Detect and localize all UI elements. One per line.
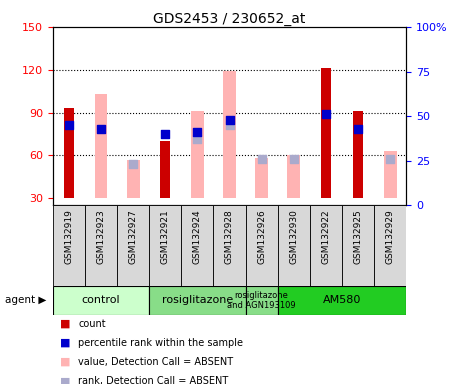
Bar [149,205,181,286]
Bar [223,71,236,198]
Text: GSM132926: GSM132926 [257,210,266,264]
Text: ■: ■ [60,376,70,384]
Bar [127,160,140,198]
Bar [255,158,268,198]
Point [386,156,394,162]
Text: GSM132921: GSM132921 [161,210,170,264]
Point [194,136,201,142]
Text: percentile rank within the sample: percentile rank within the sample [78,338,243,348]
Point [226,122,233,128]
Bar [53,205,85,286]
Bar [64,108,73,198]
Text: GSM132923: GSM132923 [96,210,106,264]
Bar [342,205,374,286]
Bar [246,205,278,286]
Bar [95,94,107,198]
Bar [310,205,342,286]
Bar [191,111,204,198]
Text: GSM132927: GSM132927 [129,210,138,264]
Text: count: count [78,319,106,329]
Text: rosiglitazone: rosiglitazone [162,295,233,306]
Text: GSM132919: GSM132919 [64,210,73,264]
Point [129,161,137,167]
Text: GSM132924: GSM132924 [193,210,202,264]
Bar [149,286,246,315]
Point [354,126,362,132]
Bar [374,205,406,286]
Point [65,122,73,128]
Bar [278,286,406,315]
Text: agent ▶: agent ▶ [5,295,46,306]
Text: rank, Detection Call = ABSENT: rank, Detection Call = ABSENT [78,376,228,384]
Text: control: control [82,295,120,306]
Text: GSM132925: GSM132925 [353,210,363,264]
Text: rosiglitazone
and AGN193109: rosiglitazone and AGN193109 [227,291,296,310]
Point [322,111,330,118]
Text: GSM132929: GSM132929 [386,210,395,264]
Bar [181,205,213,286]
Text: GDS2453 / 230652_at: GDS2453 / 230652_at [153,12,306,25]
Text: GSM132928: GSM132928 [225,210,234,264]
Bar [321,68,331,198]
Bar [287,156,300,198]
Point [97,126,105,132]
Point [194,129,201,135]
Bar [161,141,170,198]
Bar [53,286,149,315]
Bar [353,111,363,198]
Text: GSM132930: GSM132930 [289,210,298,264]
Point [162,131,169,137]
Bar [384,151,397,198]
Bar [246,286,278,315]
Point [226,117,233,123]
Text: AM580: AM580 [323,295,361,306]
Bar [213,205,246,286]
Text: ■: ■ [60,357,70,367]
Point [290,156,297,162]
Bar [278,205,310,286]
Text: ■: ■ [60,319,70,329]
Bar [117,205,149,286]
Text: ■: ■ [60,338,70,348]
Text: GSM132922: GSM132922 [321,210,330,264]
Point [258,156,265,162]
Text: value, Detection Call = ABSENT: value, Detection Call = ABSENT [78,357,233,367]
Bar [85,205,117,286]
